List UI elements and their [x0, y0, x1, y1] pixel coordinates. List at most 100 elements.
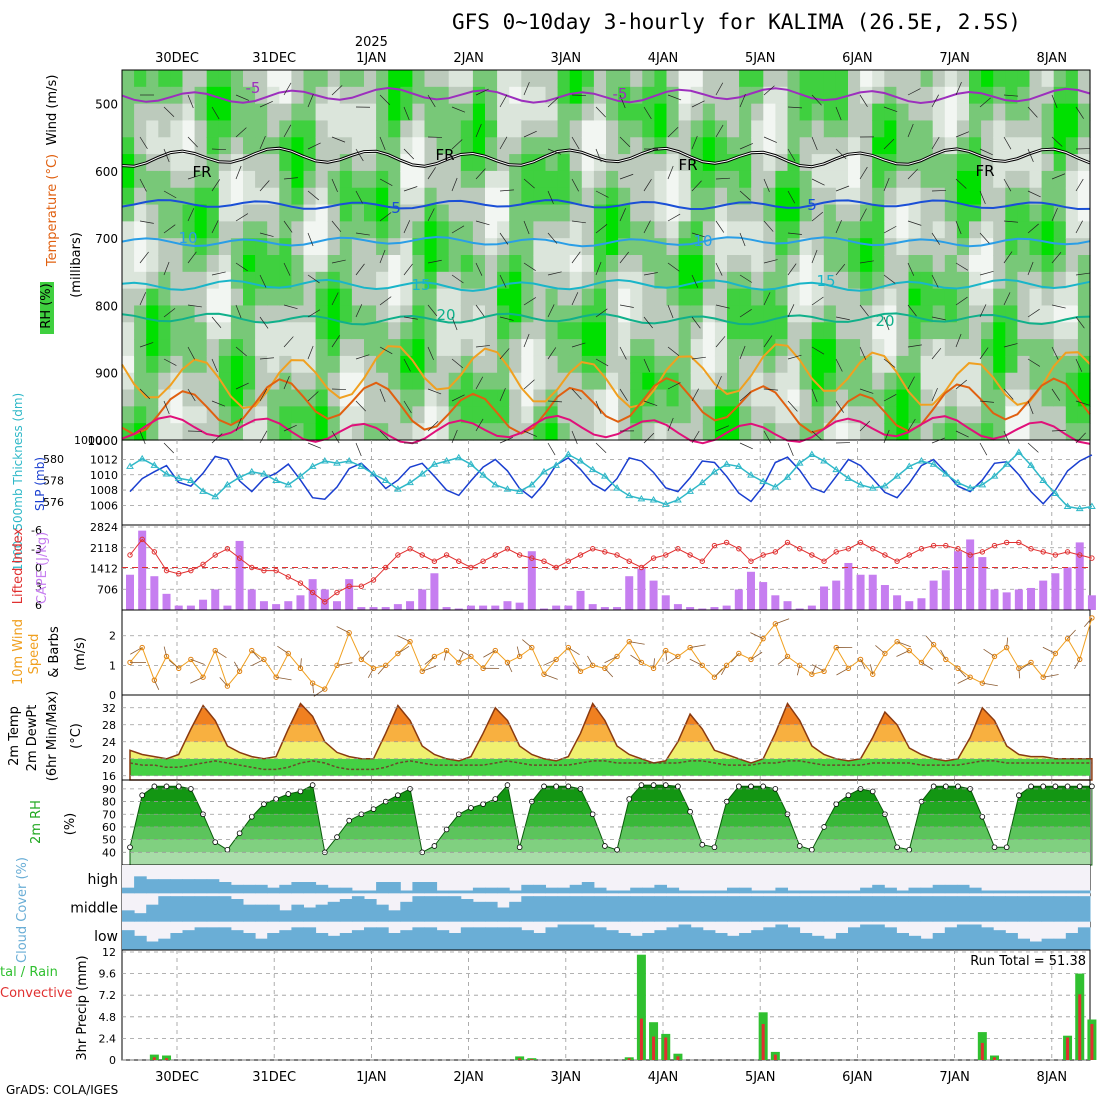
- rh-cell: [824, 120, 837, 137]
- rh-cell: [1005, 120, 1018, 137]
- rh-cell: [788, 390, 801, 407]
- rh-cell: [267, 305, 280, 322]
- rh-cell: [751, 339, 764, 356]
- rh-point: [1016, 793, 1021, 798]
- rh-cell: [618, 171, 631, 188]
- rh-cell: [872, 120, 885, 137]
- rh-tick: 80: [102, 796, 116, 809]
- rh-cell: [400, 406, 413, 423]
- precip-convective-bar: [628, 1058, 631, 1060]
- cloud-middle-bar: [679, 896, 692, 922]
- rh-cell: [461, 154, 474, 171]
- rh-cell: [654, 322, 667, 339]
- rh-cell: [316, 188, 329, 205]
- rh-cell: [969, 406, 982, 423]
- cloud-high-bar: [509, 891, 522, 894]
- cloud-middle-bar: [654, 896, 667, 922]
- rh-cell: [170, 423, 183, 440]
- cloud-high-bar: [981, 891, 994, 894]
- rh-cell: [183, 104, 196, 121]
- rh-cell: [703, 406, 716, 423]
- cape-bar: [1088, 595, 1096, 610]
- rh-cell: [872, 87, 885, 104]
- precip-convective-bar: [664, 1038, 667, 1061]
- cloud-middle-bar: [304, 908, 317, 922]
- rh-cell: [533, 120, 546, 137]
- rh-cell: [195, 188, 208, 205]
- rh-cell: [1054, 390, 1067, 407]
- rh-cell: [582, 289, 595, 306]
- rh-cell: [921, 137, 934, 154]
- rh-cell: [884, 289, 897, 306]
- cloud-high-bar: [763, 891, 776, 894]
- cape-bar: [260, 601, 268, 610]
- rh-cell: [739, 339, 752, 356]
- rh-cell: [691, 289, 704, 306]
- rh-cell: [691, 137, 704, 154]
- rh-cell: [485, 120, 498, 137]
- cloud-middle-bar: [957, 896, 970, 922]
- cape-bar: [479, 606, 487, 610]
- cape-bar: [467, 606, 475, 610]
- rh-cell: [570, 171, 583, 188]
- cloud-middle-bar: [812, 896, 825, 922]
- rh-cell: [400, 390, 413, 407]
- run-total-label: Run Total = 51.38: [970, 954, 1086, 969]
- cloud-middle-bar: [219, 896, 232, 922]
- wind-barb-10m: [714, 669, 722, 678]
- rh-band: [122, 827, 1090, 840]
- cape-bar: [236, 541, 244, 610]
- rh-cell: [654, 339, 667, 356]
- wind-barb-10m: [731, 654, 739, 663]
- rh-cell: [425, 104, 438, 121]
- rh-cell: [207, 339, 220, 356]
- rh-point: [262, 802, 267, 807]
- cloud-low-bar: [546, 927, 559, 950]
- rh-cell: [340, 322, 353, 339]
- rh-cell: [1017, 339, 1030, 356]
- rh-cell: [328, 171, 341, 188]
- rh-cell: [546, 221, 559, 238]
- rh-cell: [921, 255, 934, 272]
- rh-cell: [812, 104, 825, 121]
- rh-cell: [1030, 104, 1043, 121]
- rh-cell: [497, 70, 510, 87]
- cloud-middle-bar: [183, 896, 196, 922]
- rh-cell: [921, 339, 934, 356]
- rh-cell: [473, 272, 486, 289]
- rh-cell: [388, 356, 401, 373]
- rh-cell: [836, 221, 849, 238]
- cloud-middle-bar: [872, 896, 885, 922]
- day-label-top: 3JAN: [551, 51, 582, 66]
- rh-cell: [521, 305, 534, 322]
- rh-cell: [279, 406, 292, 423]
- cloud-middle-bar: [207, 896, 220, 922]
- temp-axis-title: 2m DewPt: [25, 705, 40, 772]
- rh-cell: [824, 373, 837, 390]
- rh-cell: [219, 289, 232, 306]
- rh-cell: [461, 221, 474, 238]
- rh-cell: [340, 373, 353, 390]
- cape-bar: [1015, 589, 1023, 610]
- cloud-middle-bar: [667, 896, 680, 922]
- rh-point: [809, 847, 814, 852]
- rh-cell: [255, 289, 268, 306]
- rh-cell: [473, 171, 486, 188]
- cloud-low-bar: [630, 936, 643, 950]
- rh-cell: [533, 205, 546, 222]
- cloud-middle-bar: [521, 896, 534, 922]
- rh-cell: [1078, 188, 1091, 205]
- wind-barb-10m: [425, 656, 435, 664]
- cloud-middle-bar: [279, 910, 292, 921]
- rh-cell: [207, 221, 220, 238]
- rh-cell: [546, 322, 559, 339]
- cloud-low-bar: [715, 933, 728, 950]
- cloud-middle-bar: [691, 896, 704, 922]
- rh-cell: [715, 104, 728, 121]
- rh-cell: [497, 238, 510, 255]
- cloud-middle-bar: [352, 896, 365, 922]
- rh-cell: [412, 70, 425, 87]
- rh-cell: [195, 356, 208, 373]
- cape-bar: [637, 569, 645, 610]
- day-label-bottom: 3JAN: [551, 1070, 582, 1085]
